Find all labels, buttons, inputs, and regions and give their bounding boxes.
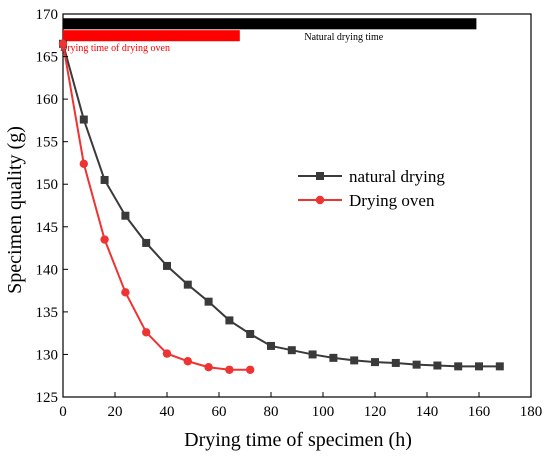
plot-frame: [62, 13, 532, 398]
data-point: [454, 362, 463, 371]
data-point: [225, 316, 234, 325]
x-tick-label: 0: [59, 404, 67, 420]
series-line: [62, 43, 251, 371]
annotation-label-drying-oven-time: Drying time of drying oven: [60, 43, 170, 54]
data-point: [329, 353, 338, 362]
plot-border: [62, 13, 532, 398]
axes-layer: 0 20 40 60 80 100 120 140 160 180 125 130 135 140 145 1…: [36, 7, 543, 420]
data-point: [100, 235, 109, 244]
data-point: [163, 261, 171, 270]
data-point: [142, 328, 151, 337]
annotation-bar-1: [63, 30, 240, 42]
y-tick-label: 125: [36, 390, 59, 406]
y-tick-label: 155: [36, 135, 59, 151]
data-point: [495, 362, 504, 371]
y-tick-label: 135: [36, 305, 59, 321]
annotation-bar-0: [63, 18, 477, 30]
data-point: [79, 159, 89, 168]
legend: natural drying Drying oven: [298, 167, 445, 210]
data-point: [121, 288, 130, 297]
y-tick-label: 130: [36, 347, 59, 363]
y-tick-label: 165: [36, 50, 59, 66]
data-point: [246, 365, 255, 374]
legend-marker: [316, 172, 324, 180]
x-axis-label: Drying time of specimen (h): [184, 429, 412, 451]
x-tick-label: 140: [416, 404, 439, 420]
y-tick-label: 140: [36, 262, 59, 278]
series-line: [62, 43, 500, 368]
data-point: [183, 357, 192, 366]
data-point: [308, 350, 317, 359]
data-point: [475, 362, 483, 371]
data-point: [433, 361, 442, 370]
y-axis-label: Specimen quality (g): [4, 126, 26, 294]
legend-label: Drying oven: [349, 191, 435, 210]
legend-label: natural drying: [349, 167, 445, 186]
x-tick-label: 160: [468, 404, 491, 420]
data-point: [121, 211, 130, 220]
data-point: [79, 115, 88, 124]
series-drying-oven: [58, 39, 255, 374]
data-point: [225, 365, 234, 374]
x-tick-label: 100: [312, 404, 335, 420]
y-tick-label: 170: [36, 7, 59, 23]
x-tick-label: 60: [212, 404, 227, 420]
data-point: [371, 358, 379, 367]
x-tick-label: 80: [264, 404, 279, 420]
legend-item-drying-oven: Drying oven: [298, 191, 435, 210]
data-point: [142, 238, 151, 247]
data-point: [204, 363, 213, 372]
data-point: [391, 358, 400, 367]
legend-marker: [315, 195, 325, 205]
data-point: [58, 39, 68, 48]
y-tick-label: 145: [36, 220, 59, 236]
x-tick-label: 20: [108, 404, 123, 420]
y-tick-label: 150: [36, 177, 59, 193]
x-tick-label: 40: [160, 404, 175, 420]
data-point: [246, 330, 255, 339]
annotation-label-natural-drying-time: Natural drying time: [304, 32, 383, 43]
series-natural-drying: [59, 39, 504, 371]
y-tick-label: 160: [36, 92, 59, 108]
x-tick-label: 120: [364, 404, 387, 420]
data-point: [183, 280, 192, 289]
x-tick-label: 180: [520, 404, 543, 420]
series-layer: [58, 39, 504, 374]
data-point: [350, 356, 359, 365]
data-point: [287, 346, 296, 355]
legend-item-natural-drying: natural drying: [298, 167, 445, 186]
data-point: [412, 360, 421, 369]
data-point: [204, 297, 213, 306]
data-point: [267, 341, 275, 350]
annotation-bars: Natural drying time Drying time of drying…: [60, 18, 477, 54]
data-point: [162, 349, 172, 358]
data-point: [100, 175, 109, 184]
